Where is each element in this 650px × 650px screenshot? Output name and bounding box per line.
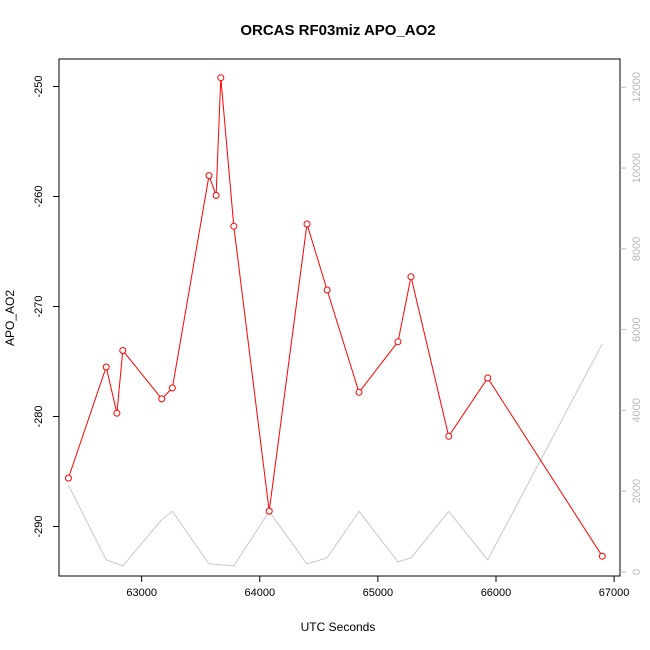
data-point <box>394 338 402 346</box>
data-point <box>355 388 363 396</box>
plot-frame <box>58 58 621 577</box>
x-tick-label: 64000 <box>244 587 275 599</box>
secondary-series-line <box>67 343 603 567</box>
y2-tick-label: 4000 <box>631 398 643 422</box>
axes-group: 63000 64000 65000 66000 67000 -290 -280 -270 -26… <box>33 72 643 599</box>
data-point <box>265 507 273 515</box>
x-tick-label: 65000 <box>363 587 394 599</box>
x-axis-label: UTC Seconds <box>301 620 376 634</box>
chart-title: ORCAS RF03miz APO_AO2 <box>240 22 435 39</box>
y2-tick-label: 6000 <box>631 317 643 341</box>
data-point <box>119 347 127 354</box>
data-point <box>407 273 415 281</box>
data-point <box>64 474 72 482</box>
y2-tick-label: 2000 <box>631 479 643 503</box>
data-point <box>168 384 176 392</box>
x-tick-label: 63000 <box>126 587 157 599</box>
y2-tick-label: 10000 <box>631 153 643 184</box>
y-tick-label: -270 <box>33 295 45 317</box>
data-point <box>113 409 121 417</box>
data-point <box>445 432 453 440</box>
data-point <box>102 363 110 371</box>
y-axis-label: APO_AO2 <box>3 290 17 346</box>
y-tick-label: -280 <box>33 405 45 427</box>
x-tick-label: 66000 <box>481 587 512 599</box>
data-point <box>323 286 331 294</box>
data-point <box>205 172 213 180</box>
data-point <box>230 222 238 230</box>
y2-tick-label: 12000 <box>631 72 643 103</box>
y2-tick-label: 0 <box>631 569 643 575</box>
y-tick-label: -290 <box>33 515 45 537</box>
data-point <box>158 395 166 403</box>
data-point <box>484 374 492 382</box>
data-point <box>212 191 220 199</box>
x-tick-label: 67000 <box>599 587 630 599</box>
data-point <box>217 74 225 82</box>
data-point <box>303 220 311 228</box>
series-group <box>64 74 606 567</box>
data-point <box>598 552 606 560</box>
y2-tick-label: 8000 <box>631 237 643 261</box>
y-tick-label: -250 <box>33 75 45 97</box>
y-tick-label: -260 <box>33 185 45 207</box>
